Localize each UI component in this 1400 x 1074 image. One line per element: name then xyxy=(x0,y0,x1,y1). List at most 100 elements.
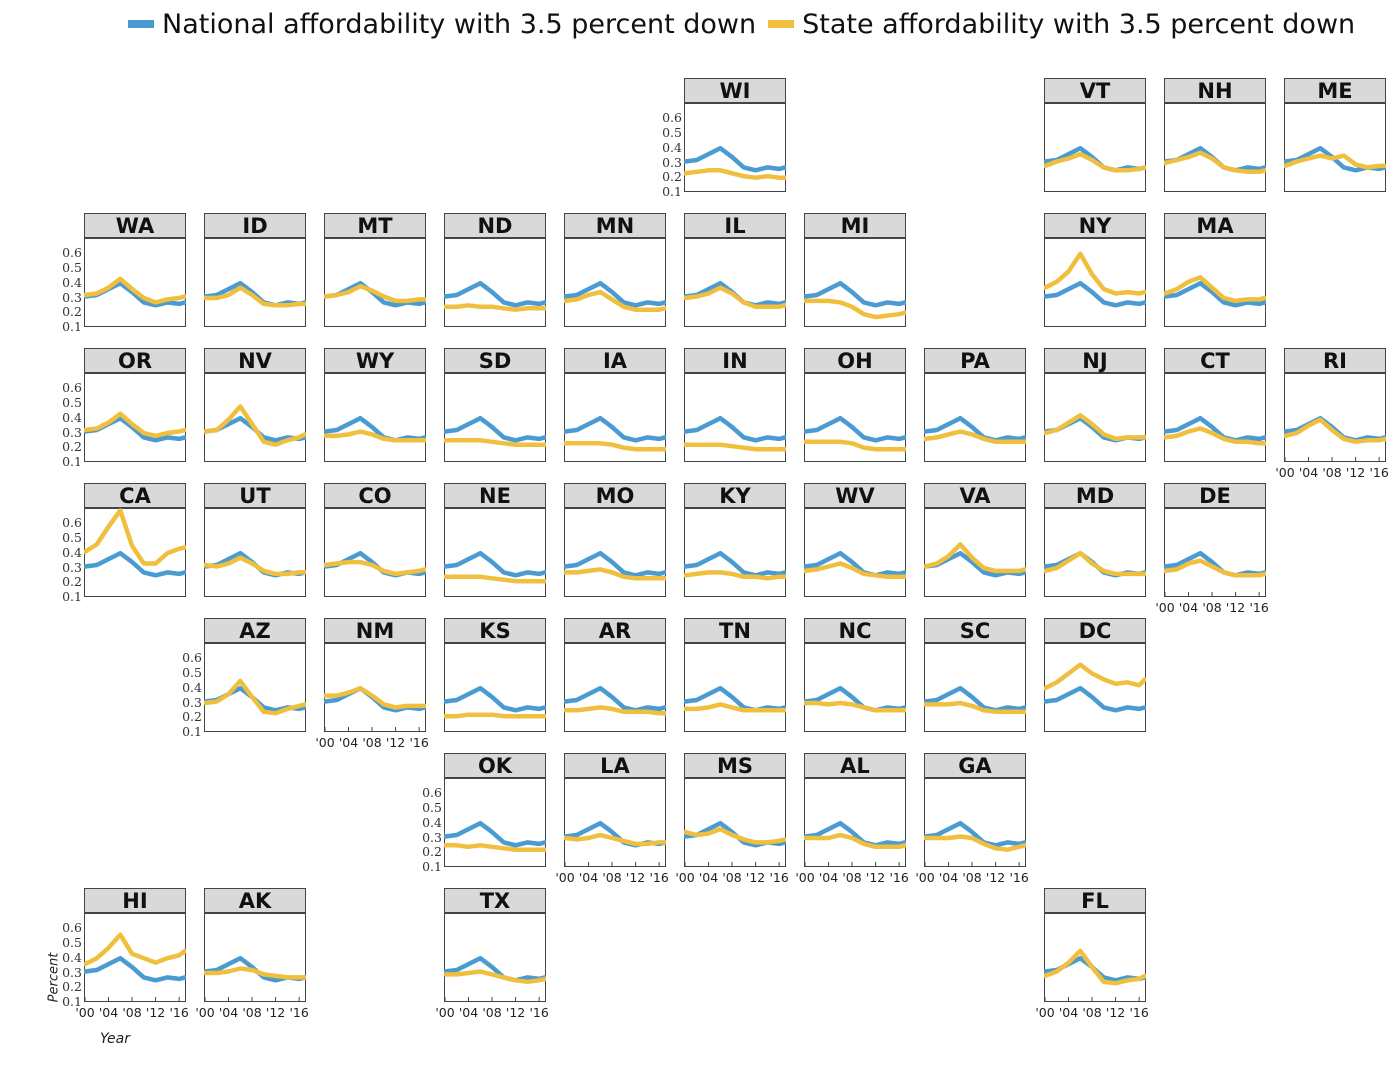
y-tick-label: 0.4 xyxy=(182,679,202,695)
state-plot xyxy=(1164,373,1266,462)
x-tick-label: '00 xyxy=(1155,600,1175,615)
state-label: MN xyxy=(564,213,666,238)
state-label: KY xyxy=(684,483,786,508)
plot-frame xyxy=(924,508,1026,597)
plot-frame xyxy=(564,778,666,867)
x-tick-label: '16 xyxy=(409,735,429,750)
x-tick-label: '16 xyxy=(889,870,909,885)
y-tick-label: 0.4 xyxy=(62,949,82,965)
national-series-line xyxy=(1044,280,1146,308)
state-label: NY xyxy=(1044,213,1146,238)
state-label: MI xyxy=(804,213,906,238)
plot-frame xyxy=(804,373,906,462)
state-label: AR xyxy=(564,618,666,643)
state-label: OR xyxy=(84,348,186,373)
state-label: HI xyxy=(84,888,186,913)
plot-frame xyxy=(1044,508,1146,597)
state-label: TN xyxy=(684,618,786,643)
x-tick-labels: '00'04'08'12'16 xyxy=(430,1006,560,1022)
state-label: SC xyxy=(924,618,1026,643)
state-label: VA xyxy=(924,483,1026,508)
state-panel-nv: NV xyxy=(204,348,306,462)
x-tick-labels: '00'04'08'12'16 xyxy=(70,1006,200,1022)
state-plot xyxy=(1284,373,1386,462)
state-panel-ok: OK 0.6 0.5 0.4 0.3 0.2 0.1 xyxy=(422,753,546,873)
state-label: MD xyxy=(1044,483,1146,508)
plot-frame xyxy=(684,238,786,327)
y-tick-label: 0.1 xyxy=(662,184,682,199)
y-tick-label: 0.6 xyxy=(182,650,202,666)
state-series-line xyxy=(924,834,1026,852)
state-panel-nd: ND xyxy=(444,213,546,327)
x-tick-label: '12 xyxy=(505,1005,526,1020)
national-series-line xyxy=(564,415,666,443)
x-tick-labels: '00'04'08'12'16 xyxy=(1150,601,1280,617)
state-label: CO xyxy=(324,483,426,508)
national-series-line xyxy=(804,280,906,308)
state-panel-ny: NY xyxy=(1044,213,1146,327)
state-label: UT xyxy=(204,483,306,508)
state-panel-dc: DC xyxy=(1044,618,1146,732)
state-label: LA xyxy=(564,753,666,778)
plot-frame xyxy=(204,643,306,732)
state-label: MS xyxy=(684,753,786,778)
y-tick-label: 0.1 xyxy=(62,589,82,604)
state-series-line xyxy=(1044,550,1146,577)
national-series-line xyxy=(1164,415,1266,443)
plot-frame xyxy=(684,508,786,597)
state-series-line xyxy=(564,289,666,312)
x-tick-label: '16 xyxy=(1009,870,1029,885)
x-tick-labels: '00'04'08'12'16 xyxy=(310,736,440,752)
state-plot xyxy=(444,643,546,732)
state-series-line xyxy=(204,678,306,716)
state-series-line xyxy=(804,561,906,580)
y-tick-label: 0.1 xyxy=(422,859,442,874)
x-tick-label: '08 xyxy=(242,1005,262,1020)
y-tick-label: 0.5 xyxy=(422,800,442,816)
x-tick-label: '16 xyxy=(169,1005,189,1020)
y-tick-label: 0.6 xyxy=(62,920,82,936)
state-label: AK xyxy=(204,888,306,913)
national-series-line xyxy=(684,145,786,173)
plot-frame xyxy=(1284,103,1386,192)
y-tick-label: 0.2 xyxy=(182,709,202,725)
y-tick-label: 0.2 xyxy=(62,979,82,995)
state-series-line xyxy=(564,832,666,847)
state-label: NM xyxy=(324,618,426,643)
state-series-line xyxy=(1284,153,1386,170)
plot-frame xyxy=(84,238,186,327)
state-panel-de: DE '00'04'08'12'16 xyxy=(1155,483,1269,615)
x-tick-label: '16 xyxy=(1249,600,1269,615)
state-plot xyxy=(84,238,186,327)
x-tick-label: '12 xyxy=(985,870,1006,885)
state-label: IN xyxy=(684,348,786,373)
plot-frame xyxy=(564,643,666,732)
plot-frame xyxy=(204,373,306,462)
plot-frame xyxy=(804,508,906,597)
state-plot xyxy=(924,508,1026,597)
state-label: FL xyxy=(1044,888,1146,913)
state-plot xyxy=(1044,103,1146,192)
state-panel-il: IL xyxy=(684,213,786,327)
state-plot xyxy=(444,238,546,327)
state-label: ND xyxy=(444,213,546,238)
x-tick-label: '00 xyxy=(555,870,575,885)
state-series-line xyxy=(84,508,186,566)
x-tick-labels: '00'04'08'12'16 xyxy=(1030,1006,1160,1022)
state-panel-ca: CA 0.6 0.5 0.4 0.3 0.2 0.1 xyxy=(62,483,186,603)
x-tick-label: '00 xyxy=(1275,465,1295,480)
x-tick-label: '16 xyxy=(649,870,669,885)
x-tick-label: '12 xyxy=(1345,465,1366,480)
state-series-line xyxy=(1044,662,1146,691)
state-panel-nj: NJ xyxy=(1044,348,1146,462)
x-tick-label: '12 xyxy=(1105,1005,1126,1020)
state-label: SD xyxy=(444,348,546,373)
state-series-line xyxy=(1164,558,1266,578)
state-series-line xyxy=(684,285,786,310)
state-plot xyxy=(804,508,906,597)
state-panel-al: AL '00'04'08'12'16 xyxy=(795,753,909,885)
state-panel-id: ID xyxy=(204,213,306,327)
plot-frame xyxy=(684,778,786,867)
state-label: NC xyxy=(804,618,906,643)
state-plot xyxy=(1044,508,1146,597)
